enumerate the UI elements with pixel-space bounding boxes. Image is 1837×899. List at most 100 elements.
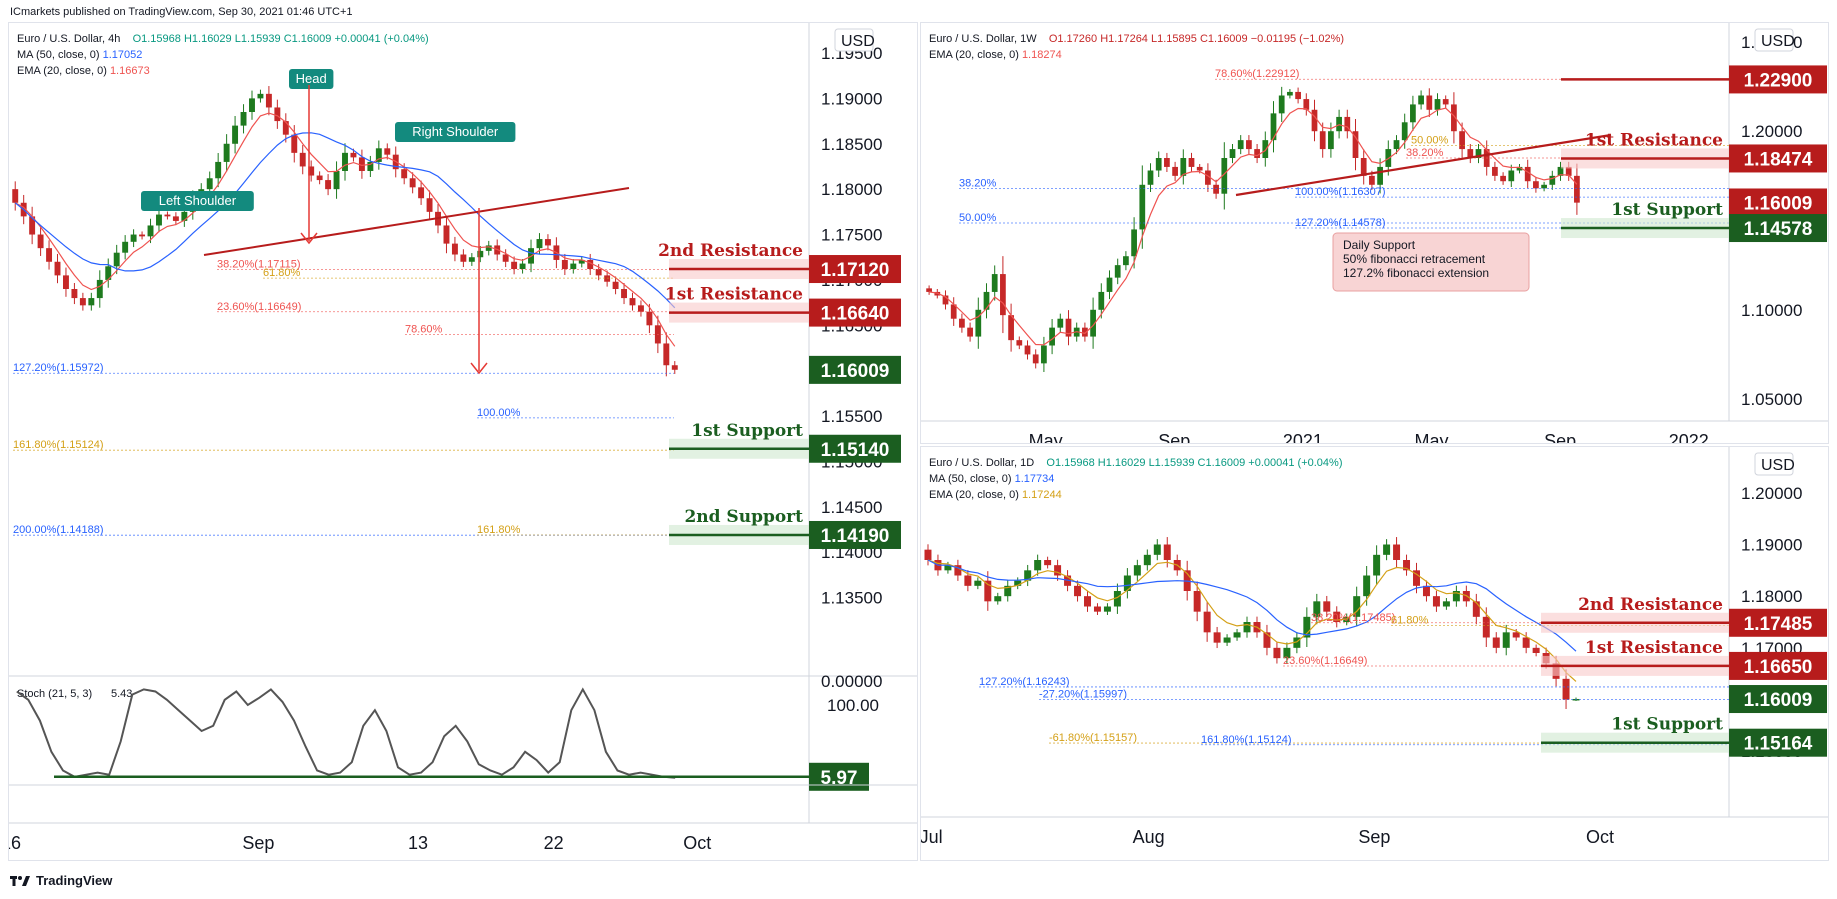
- fib-level-label: 38.20%: [959, 177, 997, 189]
- candle-body: [926, 288, 932, 292]
- x-tick-label: May: [1415, 431, 1449, 443]
- candle-body: [1319, 131, 1326, 150]
- price-badge-label: 1.16009: [1744, 690, 1813, 711]
- candle-body: [1303, 99, 1310, 110]
- ohlc-change: +0.00041 (+0.04%): [334, 33, 429, 45]
- candle-body: [1533, 181, 1539, 189]
- chart-panel-daily[interactable]: Euro / U.S. Dollar, 1D O1.15968 H1.16029…: [920, 446, 1829, 861]
- candle-body: [671, 365, 678, 370]
- price-badge-label: 1.18474: [1744, 149, 1813, 170]
- currency-label: USD: [1761, 33, 1795, 50]
- candle-body: [1147, 170, 1154, 185]
- candle-body: [1205, 170, 1211, 185]
- chart-canvas-4h[interactable]: 1.135001.140001.145001.150001.155001.160…: [9, 23, 917, 860]
- chart-panel-4h[interactable]: Euro / U.S. Dollar, 4h O1.15968 H1.16029…: [8, 22, 918, 861]
- candle-body: [1508, 170, 1515, 182]
- ohlc-open: O1.17260: [1048, 33, 1098, 45]
- fib-level-label: 127.20%(1.15972): [13, 362, 104, 374]
- fib-level-label: 61.80%: [1391, 615, 1429, 627]
- price-badge: [1729, 608, 1827, 637]
- candle-body: [1000, 274, 1006, 316]
- candle-body: [223, 143, 230, 162]
- ohlc-low: L1.15939: [1148, 457, 1195, 469]
- candle-body: [325, 180, 332, 190]
- fib-level-label: 23.60%(1.16649): [1283, 655, 1367, 667]
- y-tick-label: 1.14500: [821, 498, 882, 517]
- candle-body: [122, 241, 129, 253]
- candle-body: [629, 298, 636, 306]
- candle-body: [1024, 345, 1031, 355]
- pattern-label: Right Shoulder: [412, 124, 499, 139]
- candle-body: [1401, 122, 1408, 141]
- level-label: 1st Resistance: [1585, 638, 1723, 658]
- fib-level-label: 161.80%(1.15124): [1201, 734, 1292, 746]
- candle-body: [1213, 632, 1221, 643]
- ohlc-high: H1.16029: [183, 33, 232, 45]
- tradingview-footer[interactable]: TradingView: [10, 873, 112, 888]
- candle-body: [1254, 149, 1260, 158]
- candle-body: [1164, 158, 1170, 167]
- candle-body: [1049, 327, 1055, 346]
- candle-body: [1452, 591, 1460, 602]
- candle-body: [147, 225, 154, 237]
- candle-body: [1532, 647, 1540, 653]
- ohlc-close: C1.16009: [1197, 457, 1246, 469]
- y-tick-label: 1.18500: [821, 135, 882, 154]
- neckline: [203, 187, 630, 256]
- candle-body: [1246, 140, 1252, 150]
- candle-body: [350, 152, 357, 158]
- candle-body: [1516, 166, 1523, 171]
- price-badge: [809, 434, 901, 463]
- candle-body: [1475, 149, 1482, 158]
- candle-body: [257, 93, 264, 99]
- candle-body: [663, 343, 670, 366]
- candle-body: [1283, 647, 1291, 659]
- ohlc-change: +0.00041 (+0.04%): [1248, 457, 1343, 469]
- candle-body: [1492, 166, 1498, 176]
- fib-level-label: 50.00%: [959, 212, 997, 224]
- chart-legend-4h: Euro / U.S. Dollar, 4h O1.15968 H1.16029…: [17, 31, 429, 79]
- candle-body: [1273, 647, 1281, 659]
- candle-body: [37, 234, 44, 249]
- ma50-value: 1.17734: [1014, 473, 1055, 485]
- price-badge-label: 1.17485: [1744, 614, 1813, 635]
- candle-body: [1262, 140, 1269, 158]
- candle-body: [12, 189, 19, 203]
- candle-body: [1103, 606, 1111, 612]
- candle-body: [1574, 175, 1580, 203]
- fib-level-label: 50.00%: [1411, 135, 1449, 147]
- fib-level-label: 127.20%(1.14578): [1295, 217, 1386, 229]
- x-tick-label: Oct: [1586, 827, 1614, 847]
- candle-body: [468, 257, 475, 262]
- candle-body: [511, 261, 518, 270]
- candle-body: [1172, 166, 1178, 176]
- candle-body: [1295, 91, 1301, 100]
- currency-badge: [834, 28, 874, 52]
- candle-body: [1193, 591, 1201, 612]
- candle-body: [1352, 131, 1359, 158]
- daily-support-note: [1332, 232, 1530, 292]
- fib-level-label: -61.80%(1.15157): [1049, 732, 1137, 744]
- ohlc-close: C1.16009: [1199, 33, 1248, 45]
- price-badge-label: 1.14578: [1744, 219, 1813, 240]
- candle-body: [1014, 580, 1022, 586]
- chart-canvas-weekly[interactable]: 1.050001.100001.150001.200001.25000USDMa…: [921, 23, 1828, 443]
- ema20-label: EMA (20, close, 0): [17, 65, 107, 77]
- candle-body: [984, 580, 992, 602]
- candle-body: [1502, 632, 1510, 648]
- candle-body: [1426, 95, 1433, 110]
- candle-body: [1293, 637, 1301, 648]
- candle-body: [502, 254, 509, 262]
- price-badge: [809, 520, 901, 549]
- stoch-value: 5.43: [111, 688, 132, 700]
- ohlc-close: C1.16009: [283, 33, 332, 45]
- candle-body: [561, 259, 568, 270]
- ma50-label: MA (50, close, 0): [929, 473, 1012, 485]
- candle-body: [578, 259, 585, 264]
- chart-panel-weekly[interactable]: Euro / U.S. Dollar, 1W O1.17260 H1.17264…: [920, 22, 1829, 444]
- chart-canvas-daily[interactable]: 1.150001.160001.170001.180001.190001.200…: [921, 447, 1828, 860]
- level-label: 1st Support: [1611, 200, 1723, 220]
- candle-body: [401, 169, 408, 179]
- candle-body: [1114, 265, 1121, 278]
- stoch-label: Stoch (21, 5, 3): [17, 688, 92, 700]
